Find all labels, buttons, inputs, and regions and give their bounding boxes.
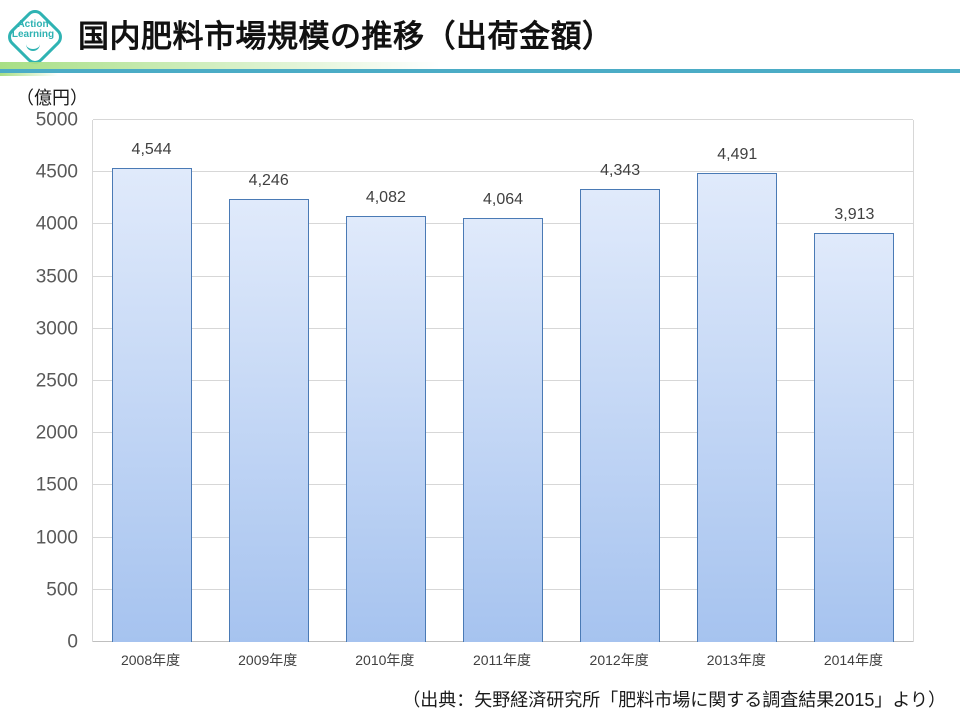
bar-value-label: 4,343 [600,161,641,179]
x-tick-label: 2014年度 [823,652,883,668]
action-learning-logo: Action Learning [3,5,67,69]
bar-value-label: 3,913 [834,206,875,224]
x-tick-label: 2009年度 [238,652,298,668]
plot-area: 4,544 4,246 4,082 4,064 4,343 4,491 3,913 [92,119,914,642]
y-tick-label: 2500 [35,370,78,392]
bar [580,188,661,642]
bar [228,198,309,642]
page-title: 国内肥料市場規模の推移（出荷金額） [78,19,614,54]
y-tick-label: 1000 [35,527,78,549]
bar [697,173,778,642]
y-tick-label: 5000 [35,109,78,131]
logo-smile-icon [26,41,40,51]
header-divider-green-tail [0,73,58,76]
x-tick-label: 2010年度 [355,652,415,668]
y-axis-unit-label: （億円） [16,88,88,108]
x-tick-label: 2012年度 [589,652,649,668]
y-tick-label: 2000 [35,422,78,444]
source-note: （出典：矢野経済研究所「肥料市場に関する調査結果2015」より） [402,690,946,710]
bar [345,215,426,642]
y-tick-label: 500 [46,579,78,601]
gridline [93,119,913,120]
bar-value-label: 4,491 [717,146,758,164]
logo-text: Action Learning [5,20,61,40]
y-tick-label: 3000 [35,318,78,340]
bar-value-label: 4,064 [482,190,524,208]
logo-text-line2: Learning [11,29,55,40]
y-tick-label: 4500 [35,161,78,183]
bar [463,217,543,642]
logo-diamond-icon [3,5,67,69]
x-tick-label: 2013年度 [706,652,766,668]
bar-value-label: 4,544 [131,140,172,158]
y-tick-label: 4000 [35,213,78,235]
bar-value-label: 4,246 [248,171,289,189]
bar-value-label: 4,082 [365,188,406,206]
logo-text-line1: Action [17,19,49,30]
bar [814,233,895,642]
header-divider-green [0,62,440,69]
header-divider-teal [0,69,960,73]
x-tick-label: 2011年度 [472,652,532,668]
bar [111,167,192,642]
x-tick-label: 2008年度 [120,652,181,668]
gridline [93,171,913,173]
y-axis: 0 500 1000 1500 2000 2500 3000 3500 4000 4500 5000 [0,111,78,652]
y-tick-label: 0 [67,631,78,653]
x-axis: 2008年度 2009年度 2010年度 2011年度 2012年度 2013年度 2014… [92,650,912,670]
y-tick-label: 3500 [35,266,78,288]
y-tick-label: 1500 [35,474,78,496]
